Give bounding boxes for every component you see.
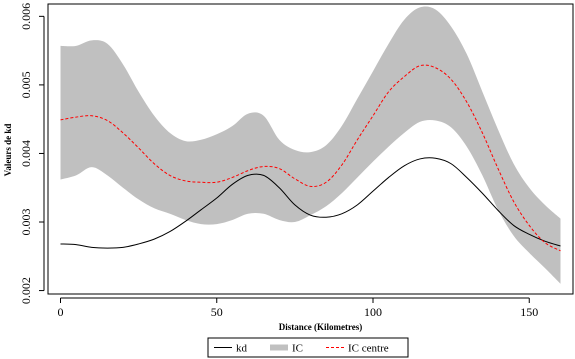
series-line-kd bbox=[60, 157, 561, 249]
series-band-ic bbox=[60, 6, 561, 284]
legend: kd IC IC centre bbox=[207, 337, 409, 358]
x-tick-label: 100 bbox=[364, 305, 382, 319]
x-axis-title: Distance (Kilometres) bbox=[279, 322, 363, 332]
x-tick-label: 50 bbox=[211, 305, 223, 319]
y-axis: 0.002 0.003 0.004 0.005 0.006 bbox=[19, 3, 45, 304]
legend-box bbox=[207, 337, 409, 358]
y-tick-label: 0.005 bbox=[19, 71, 33, 98]
y-tick-label: 0.003 bbox=[19, 209, 33, 236]
x-axis: 0 50 100 150 bbox=[58, 297, 538, 319]
legend-label: IC centre bbox=[348, 343, 389, 355]
confidence-band-layer bbox=[60, 6, 561, 284]
series-lines-layer bbox=[60, 64, 561, 252]
legend-label: kd bbox=[236, 343, 248, 355]
y-tick-label: 0.002 bbox=[19, 277, 33, 304]
legend-label: IC bbox=[292, 343, 303, 355]
legend-items: kd IC IC centre bbox=[214, 343, 389, 355]
x-tick-label: 150 bbox=[520, 305, 538, 319]
y-axis-title: Valeurs de kd bbox=[3, 124, 13, 177]
y-tick-label: 0.004 bbox=[19, 140, 33, 167]
x-tick-label: 0 bbox=[58, 305, 64, 319]
y-tick-label: 0.006 bbox=[19, 3, 33, 30]
series-line-ic-centre bbox=[60, 64, 561, 252]
plot-frame bbox=[47, 3, 574, 295]
